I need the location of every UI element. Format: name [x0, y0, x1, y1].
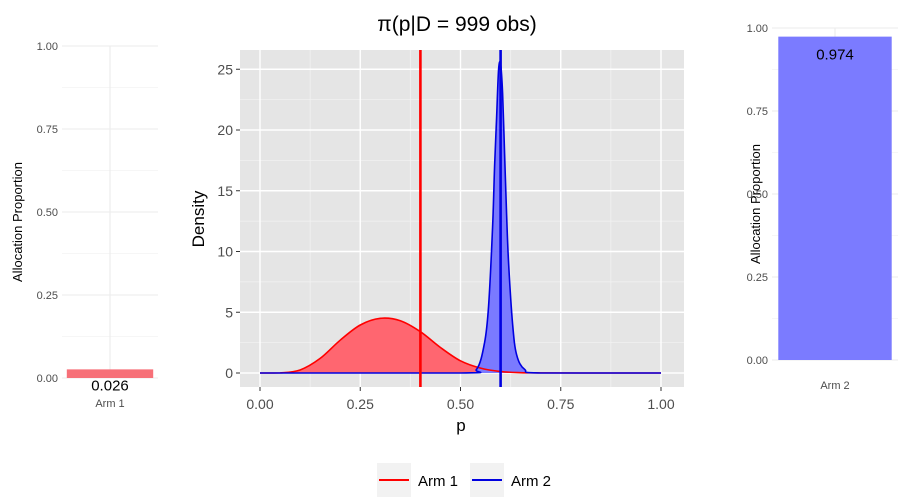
- density-x-tick-label: 0.00: [246, 396, 273, 412]
- left-grid: [62, 45, 158, 379]
- right-y-tick-labels: 0.00 0.25 0.50 0.75 1.00: [747, 23, 768, 367]
- left-bar-chart: 0.026 0.00 0.25 0.50 0.75 1.00 Arm 1 Allocat…: [10, 41, 158, 410]
- density-reference-lines: [419, 50, 502, 387]
- density-chart: π(p|D = 999 obs) 0 5 10 15 20 25 0.00 0.25 0.50…: [189, 13, 684, 435]
- main-title: π(p|D = 999 obs): [377, 13, 536, 36]
- r-bar: [778, 36, 892, 361]
- l-y-tick-label: 0.25: [37, 290, 58, 302]
- l-bar: [66, 369, 154, 378]
- left-x-tick-labels: Arm 1: [95, 398, 124, 410]
- density-x-tick-label: 0.25: [347, 396, 374, 412]
- l-y-tick-label: 0.75: [37, 124, 58, 136]
- density-panel-background: [240, 50, 684, 387]
- l-y-tick-label: 0.00: [37, 373, 58, 385]
- left-bars: 0.026: [66, 369, 154, 394]
- right-y-axis-label: Allocation Proportion: [748, 144, 763, 264]
- density-x-tick-labels: 0.00 0.25 0.50 0.75 1.00: [246, 396, 674, 412]
- right-bar-chart: 0.974 0.00 0.25 0.50 0.75 1.00 Arm 2 Allocat…: [747, 23, 898, 392]
- right-bars: 0.974: [778, 36, 892, 361]
- left-y-tick-labels: 0.00 0.25 0.50 0.75 1.00: [37, 41, 58, 385]
- r-y-tick-label: 0.25: [747, 272, 768, 284]
- density-x-axis-label: p: [456, 416, 465, 435]
- density-y-axis-label: Density: [189, 190, 208, 247]
- density-y-tick-labels: 0 5 10 15 20 25: [217, 61, 233, 381]
- legend-label-arm1: Arm 1: [418, 473, 458, 490]
- legend: Arm 1 Arm 2: [377, 463, 551, 497]
- density-y-tick-label: 5: [225, 304, 233, 320]
- density-y-tick-label: 15: [217, 183, 233, 199]
- density-y-tick-label: 0: [225, 365, 233, 381]
- l-bar-value-label: 0.026: [91, 377, 129, 394]
- l-y-tick-label: 1.00: [37, 41, 58, 53]
- r-y-tick-label: 0.75: [747, 106, 768, 118]
- r-x-tick-label: Arm 2: [820, 380, 849, 392]
- right-x-tick-labels: Arm 2: [820, 380, 849, 392]
- density-y-tick-label: 20: [217, 122, 233, 138]
- l-x-tick-label: Arm 1: [95, 398, 124, 410]
- r-y-tick-label: 0.50: [747, 189, 768, 201]
- density-x-tick-label: 0.75: [547, 396, 574, 412]
- legend-label-arm2: Arm 2: [511, 473, 551, 490]
- density-y-tick-label: 10: [217, 244, 233, 260]
- r-bar-value-label: 0.974: [816, 47, 854, 64]
- left-y-axis-label: Allocation Proportion: [10, 162, 25, 282]
- density-y-tick-label: 25: [217, 61, 233, 77]
- density-x-tick-label: 0.50: [447, 396, 474, 412]
- l-y-tick-label: 0.50: [37, 207, 58, 219]
- density-x-tick-label: 1.00: [647, 396, 674, 412]
- density-area-arm1: [260, 318, 661, 373]
- r-y-tick-label: 1.00: [747, 23, 768, 35]
- r-y-tick-label: 0.00: [747, 355, 768, 367]
